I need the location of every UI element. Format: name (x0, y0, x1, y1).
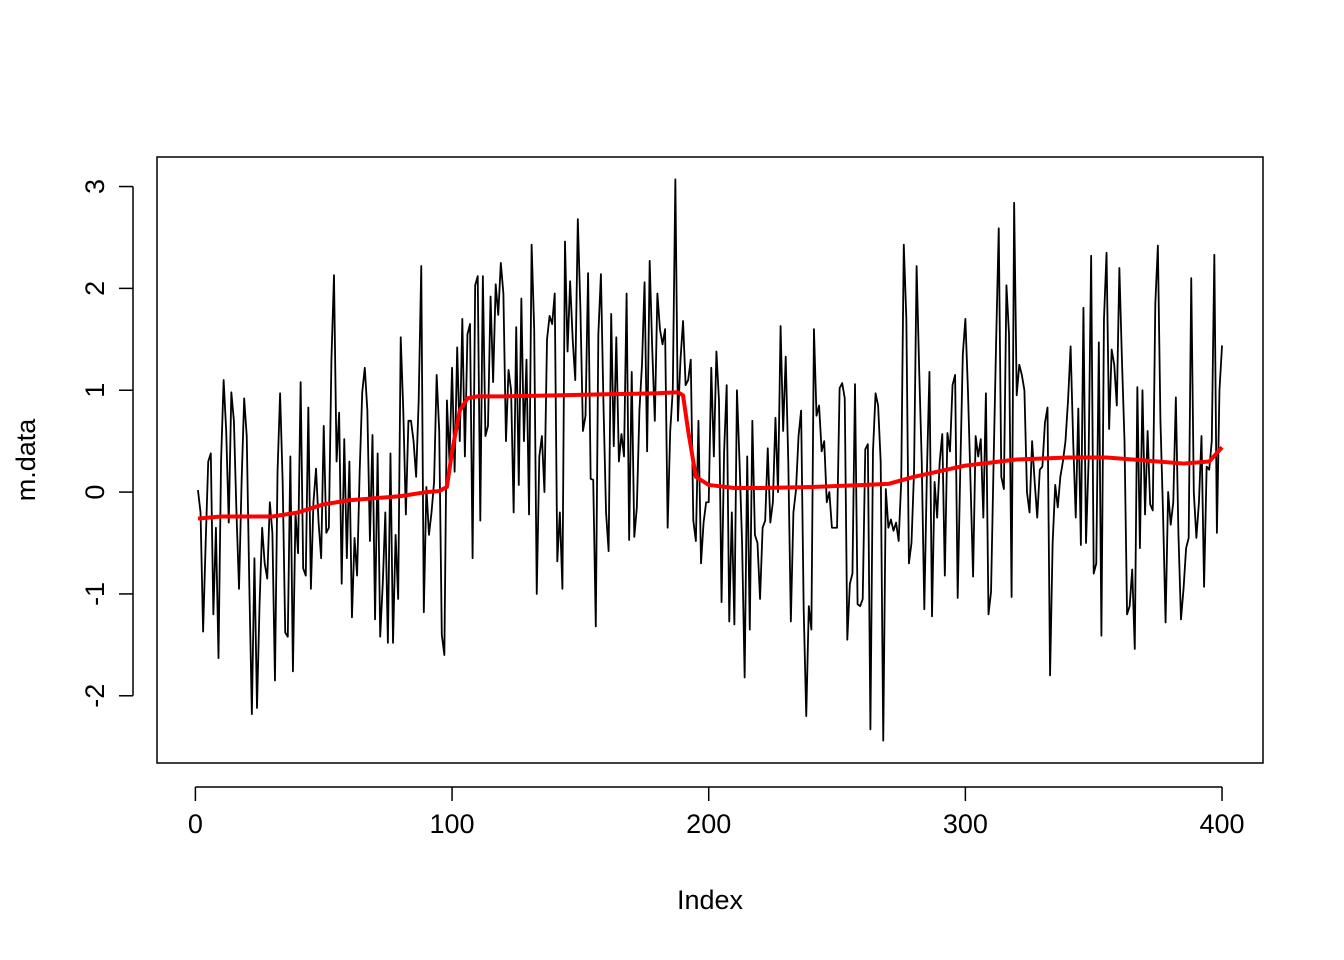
x-tick-label: 400 (1200, 809, 1245, 839)
data-line (197, 390, 1224, 521)
y-tick-label: 2 (80, 281, 110, 296)
y-tick-label: -1 (80, 582, 110, 606)
x-tick-label: 0 (188, 809, 203, 839)
x-tick-label: 300 (943, 809, 988, 839)
y-tick-label: 0 (80, 485, 110, 500)
y-axis-label: m.data (11, 418, 41, 502)
data-line (197, 178, 1223, 742)
x-tick-label: 100 (430, 809, 475, 839)
y-tick-label: 1 (80, 383, 110, 398)
plot-frame (156, 156, 1264, 764)
y-tick-label: 3 (80, 179, 110, 194)
x-axis-label: Index (677, 885, 744, 915)
x-tick-label: 200 (686, 809, 731, 839)
y-tick-label: -2 (80, 684, 110, 708)
